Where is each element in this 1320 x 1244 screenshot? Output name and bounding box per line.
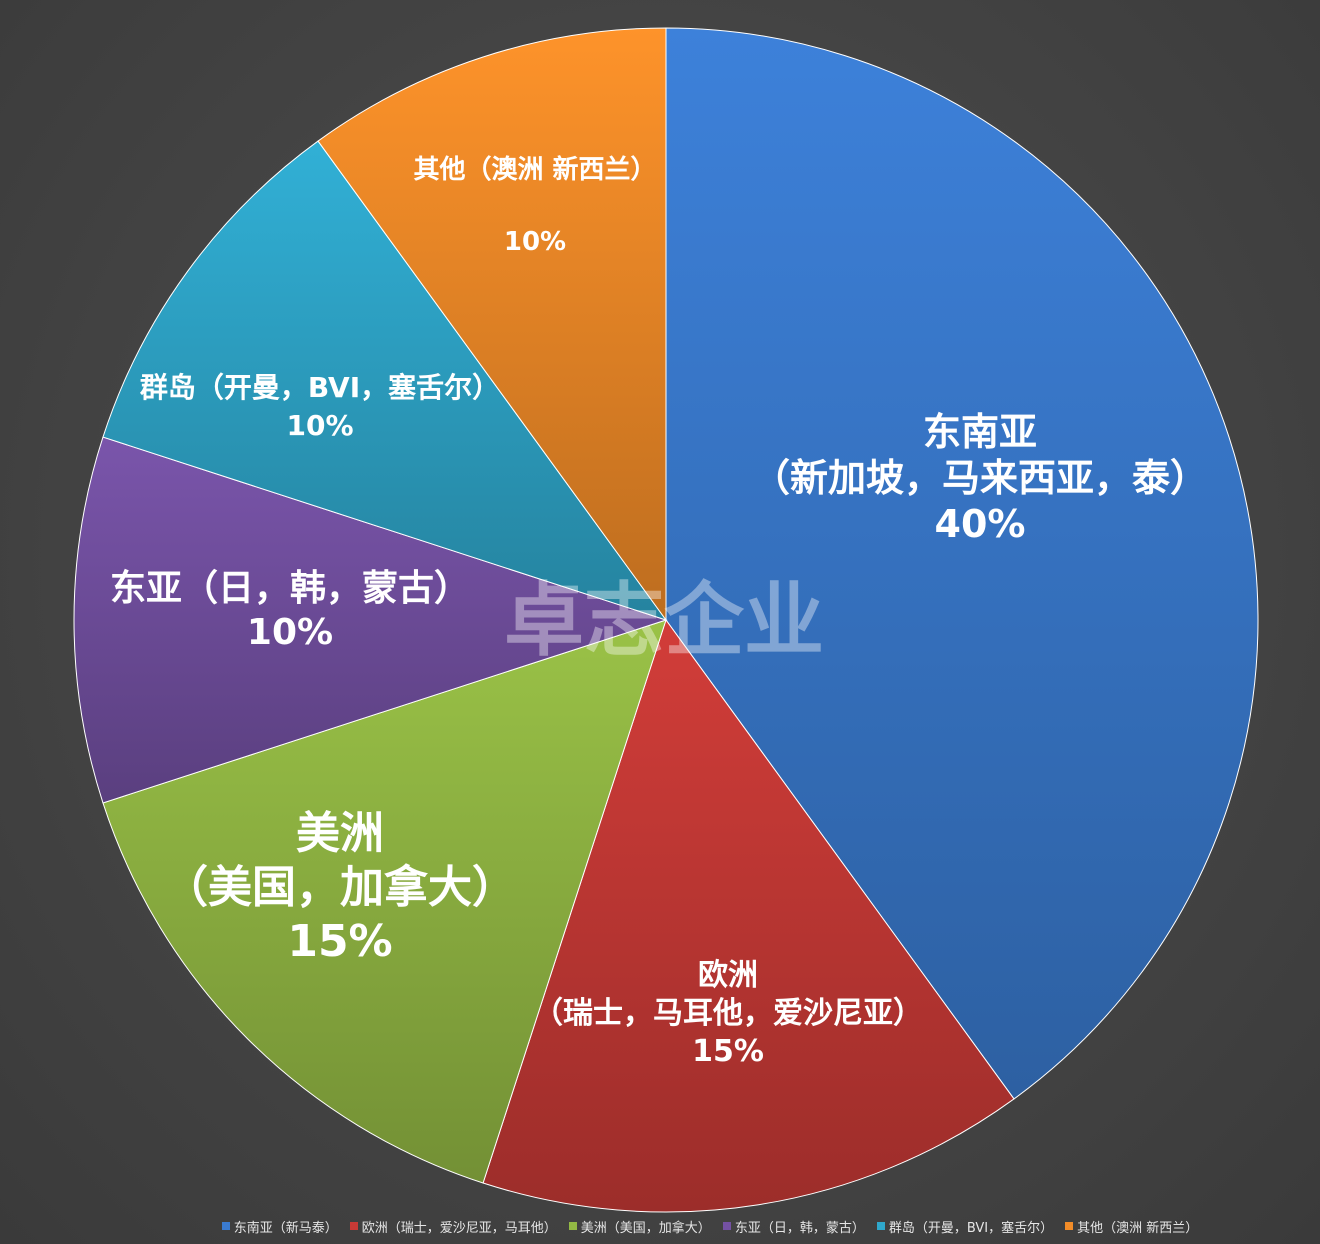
legend-item: 东南亚（新马泰）	[221, 1217, 338, 1236]
legend-swatch	[221, 1222, 230, 1230]
slice-label: 欧洲（瑞士，马耳他，爱沙尼亚） 15%	[533, 958, 923, 1069]
slice-label-line: 群岛（开曼，BVI，塞舌尔）	[140, 371, 500, 404]
slice-label-line: 15%	[692, 1034, 764, 1069]
legend-label: 欧洲（瑞士，爱沙尼亚，马耳他）	[361, 1220, 557, 1236]
slice-label-line: 美洲	[296, 808, 384, 859]
pie-slice	[665, 27, 1259, 1100]
chart-legend: 东南亚（新马泰） 欧洲（瑞士，爱沙尼亚，马耳他） 美洲（美国，加拿大） 东亚（日，韩，…	[0, 1214, 1320, 1238]
legend-swatch	[722, 1222, 731, 1230]
slice-label: 群岛（开曼，BVI，塞舌尔） 10%	[140, 371, 500, 442]
watermark: 卓志企业	[504, 574, 824, 667]
legend-label: 美洲（美国，加拿大）	[580, 1220, 711, 1236]
legend-item: 其他（澳洲 新西兰）	[1065, 1217, 1198, 1236]
slice-label-line: 15%	[287, 916, 392, 967]
slice-label-line: 10%	[286, 409, 353, 442]
pie-slice	[317, 27, 667, 622]
legend-label: 东亚（日，韩，蒙古）	[734, 1220, 865, 1236]
slice-label-line: 40%	[935, 502, 1026, 546]
pie-slice	[102, 140, 668, 621]
legend-swatch	[568, 1222, 577, 1230]
legend-item: 东亚（日，韩，蒙古）	[722, 1217, 865, 1236]
slice-label-line: （美国，加拿大）	[164, 862, 516, 913]
legend-label: 其他（澳洲 新西兰）	[1077, 1220, 1199, 1236]
slice-label-line: 东南亚	[923, 410, 1037, 454]
slice-label-line: 东亚（日，韩，蒙古）	[110, 568, 470, 609]
slice-label: 其他（澳洲 新西兰） 10%	[413, 154, 656, 257]
legend-item: 美洲（美国，加拿大）	[568, 1217, 711, 1236]
slice-labels: 东南亚（新加坡，马来西亚，泰） 40%欧洲（瑞士，马耳他，爱沙尼亚） 15%美洲（美…	[110, 154, 1208, 1069]
slice-label: 美洲（美国，加拿大） 15%	[164, 808, 516, 967]
legend-label: 群岛（开曼，BVI，塞舌尔）	[888, 1220, 1054, 1236]
pie-slice	[482, 618, 1015, 1213]
slice-label-line: （瑞士，马耳他，爱沙尼亚）	[533, 996, 923, 1031]
pie-slices	[73, 27, 1259, 1213]
slice-label: 东南亚（新加坡，马来西亚，泰） 40%	[752, 410, 1208, 546]
legend-swatch	[1065, 1222, 1074, 1230]
slice-label-line: 其他（澳洲 新西兰）	[413, 154, 656, 185]
legend-label: 东南亚（新马泰）	[233, 1220, 338, 1236]
legend-swatch	[876, 1222, 885, 1230]
slice-label-line: 10%	[247, 612, 333, 653]
slice-label-line: 10%	[504, 227, 566, 257]
pie-slice	[73, 436, 668, 804]
slice-label: 东亚（日，韩，蒙古） 10%	[110, 568, 470, 653]
slice-label-line: 欧洲	[698, 958, 758, 993]
legend-item: 群岛（开曼，BVI，塞舌尔）	[876, 1217, 1054, 1236]
slice-label-line: （新加坡，马来西亚，泰）	[752, 456, 1208, 500]
pie-slice	[102, 619, 667, 1184]
legend-item: 欧洲（瑞士，爱沙尼亚，马耳他）	[349, 1217, 557, 1236]
legend-swatch	[349, 1222, 358, 1230]
